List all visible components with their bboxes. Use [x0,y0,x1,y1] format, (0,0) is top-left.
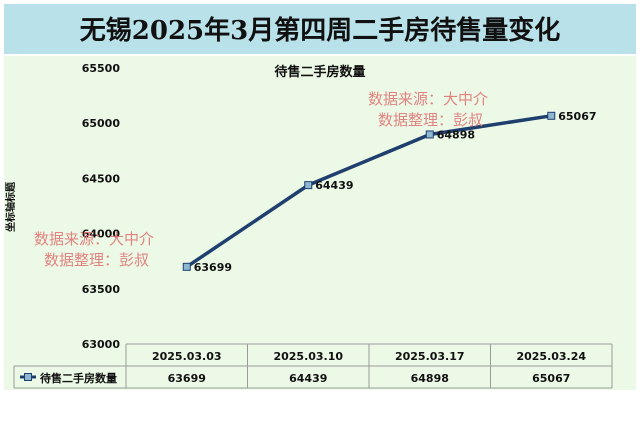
y-tick-label: 63500 [82,283,121,296]
watermark-author: 数据整理：彭叔 [378,111,483,129]
data-label: 64439 [315,179,353,192]
y-axis-ticks: 63000 63500 64000 64500 65000 65500 [82,62,121,351]
table-value-cell: 65067 [532,372,570,385]
data-table: 2025.03.03 2025.03.10 2025.03.17 2025.03.24… [13,343,613,389]
data-label: 65067 [558,110,596,123]
watermark-author: 数据整理：彭叔 [44,251,149,269]
y-tick-label: 64000 [82,228,121,241]
y-tick-label: 64500 [82,172,121,185]
data-point-marker [182,262,191,271]
data-point-marker [304,181,313,190]
data-point-marker [547,111,556,120]
plot-background [4,56,636,390]
y-tick-label: 63000 [82,338,121,351]
chart-title: 待售二手房数量 [273,64,365,80]
series-line [185,114,553,269]
series-layer: 63699 64439 64898 65067 [182,110,597,274]
page-title: 无锡2025年3月第四周二手房待售量变化 [80,15,560,46]
watermark-source: 数据来源：大中介 [34,230,154,248]
x-category-label: 2025.03.17 [395,350,465,363]
y-tick-label: 65500 [82,62,121,75]
x-category-label: 2025.03.24 [516,350,586,363]
data-label: 64898 [437,128,475,141]
legend-series-name: 待售二手房数量 [39,371,117,385]
data-point-marker [425,130,434,139]
table-value-cell: 64898 [411,372,449,385]
x-category-label: 2025.03.03 [152,350,222,363]
title-banner [4,4,636,54]
table-value-cell: 63699 [168,372,206,385]
y-tick-label: 65000 [82,117,121,130]
watermark-source: 数据来源：大中介 [368,90,488,108]
x-category-label: 2025.03.10 [273,350,343,363]
legend-marker-swatch [24,373,32,381]
table-value-cell: 64439 [289,372,327,385]
data-label: 63699 [194,261,232,274]
y-axis-title: 坐标轴标题 [4,181,17,232]
